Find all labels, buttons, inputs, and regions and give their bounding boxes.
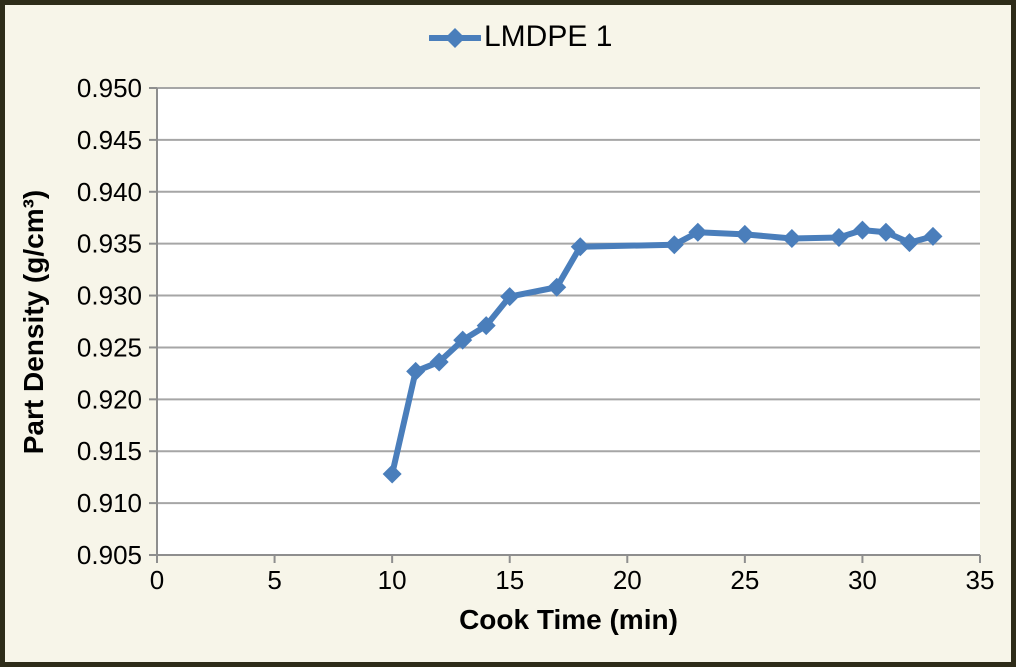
data-point-marker	[688, 222, 708, 242]
y-tick-label: 0.915	[77, 436, 142, 466]
x-axis-title: Cook Time (min)	[459, 604, 678, 635]
data-point-marker	[500, 287, 520, 307]
data-point-marker	[382, 464, 402, 484]
y-tick-label: 0.920	[77, 384, 142, 414]
data-point-marker	[923, 226, 943, 246]
data-point-marker	[899, 233, 919, 253]
y-tick-label: 0.905	[77, 540, 142, 570]
data-point-marker	[852, 220, 872, 240]
x-tick-label: 30	[848, 565, 877, 595]
x-tick-label: 15	[495, 565, 524, 595]
legend-diamond-icon	[445, 28, 465, 48]
y-tick-label: 0.910	[77, 488, 142, 518]
x-tick-label: 10	[378, 565, 407, 595]
x-tick-label: 5	[267, 565, 281, 595]
y-tick-label: 0.930	[77, 281, 142, 311]
data-point-marker	[782, 228, 802, 248]
y-tick-label: 0.940	[77, 177, 142, 207]
y-tick-label: 0.925	[77, 332, 142, 362]
data-point-marker	[406, 361, 426, 381]
x-tick-label: 0	[150, 565, 164, 595]
plot-background	[157, 88, 980, 555]
y-tick-label: 0.945	[77, 125, 142, 155]
y-axis-title: Part Density (g/cm³)	[18, 189, 49, 455]
x-tick-label: 35	[966, 565, 995, 595]
data-point-marker	[570, 237, 590, 257]
data-point-marker	[876, 222, 896, 242]
x-tick-label: 20	[613, 565, 642, 595]
data-point-marker	[829, 227, 849, 247]
data-point-marker	[476, 316, 496, 336]
y-tick-label: 0.935	[77, 229, 142, 259]
legend: LMDPE 1	[429, 21, 612, 55]
data-point-marker	[547, 277, 567, 297]
x-tick-label: 25	[730, 565, 759, 595]
data-point-marker	[735, 224, 755, 244]
legend-series-marker-icon	[429, 28, 481, 48]
plot-area: 0.905 0.910 0.915 0.920 0.925 0.930 0.935 0.940…	[77, 73, 995, 595]
data-point-marker	[664, 235, 684, 255]
data-point-marker	[429, 352, 449, 372]
data-point-marker	[453, 330, 473, 350]
y-tick-label: 0.950	[77, 73, 142, 103]
legend-label: LMDPE 1	[484, 20, 613, 53]
